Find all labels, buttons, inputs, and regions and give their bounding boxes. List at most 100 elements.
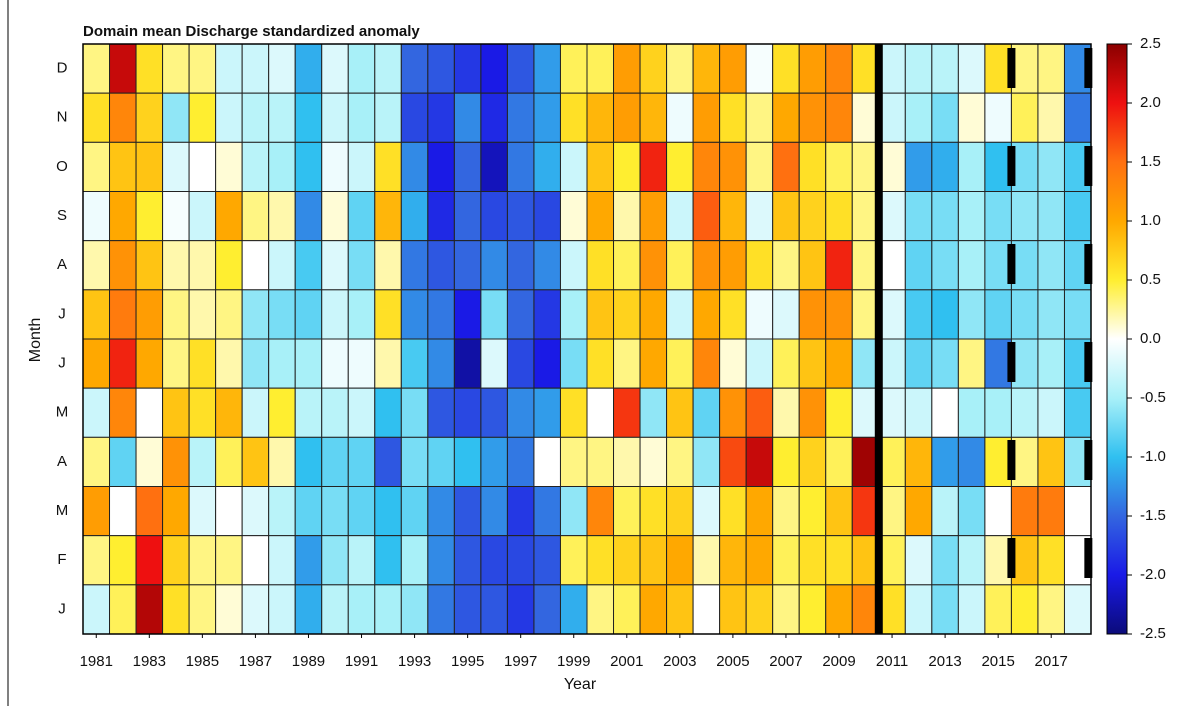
heat-cell — [162, 486, 190, 537]
heat-cell — [321, 92, 349, 143]
heat-cell — [480, 191, 508, 242]
heat-cell — [241, 338, 270, 389]
heat-cell — [347, 240, 376, 291]
heat-cell — [878, 584, 906, 635]
heat-cell — [268, 289, 296, 340]
heat-cell — [666, 387, 694, 438]
heat-cell — [162, 387, 190, 438]
heat-cell — [745, 535, 774, 586]
heat-cell — [506, 436, 535, 488]
heat-cell — [480, 436, 508, 488]
heat-cell — [506, 289, 535, 340]
heat-cell — [135, 141, 164, 192]
heat-cell — [719, 191, 747, 242]
heat-cell — [586, 240, 615, 291]
heat-cell — [321, 43, 349, 94]
heat-cell — [533, 92, 561, 143]
heat-cell — [957, 92, 986, 143]
heat-cell — [268, 387, 296, 438]
heat-cell — [772, 240, 800, 291]
heat-cell — [135, 289, 164, 340]
heat-cell — [613, 486, 641, 537]
heat-cell — [135, 43, 164, 94]
heat-cell — [427, 338, 455, 389]
heat-cell — [109, 141, 137, 192]
heat-cell — [480, 584, 508, 635]
heat-cell — [798, 92, 827, 143]
heat-cell — [666, 240, 694, 291]
heat-cell — [745, 92, 774, 143]
heat-cell — [109, 240, 137, 291]
heat-cell — [347, 486, 376, 537]
heat-cell — [957, 43, 986, 94]
heat-cell — [931, 191, 959, 242]
heat-cell — [559, 289, 588, 340]
heat-cell — [904, 240, 933, 291]
heat-cell — [215, 535, 243, 586]
heat-cell — [639, 92, 668, 143]
chart-title: Domain mean Discharge standardized anoma… — [83, 23, 420, 40]
heat-cell — [480, 43, 508, 94]
heat-cell — [825, 191, 853, 242]
heat-cell — [666, 486, 694, 537]
heat-cell — [109, 92, 137, 143]
heat-cell — [692, 191, 721, 242]
heat-cell — [347, 92, 376, 143]
heat-cell — [347, 289, 376, 340]
y-tick-label: M — [56, 404, 69, 421]
heat-cell — [904, 289, 933, 340]
heat-cell — [1037, 535, 1065, 586]
heat-cell — [719, 141, 747, 192]
colorbar-tick-label: -2.0 — [1140, 566, 1166, 583]
heat-cell — [215, 191, 243, 242]
heat-cell — [904, 191, 933, 242]
heat-cell — [480, 486, 508, 537]
heat-cell — [135, 436, 164, 488]
heat-cell — [188, 338, 217, 389]
heat-cell — [374, 436, 402, 488]
heat-cell — [1037, 92, 1065, 143]
heat-cell — [957, 486, 986, 537]
heat-cell — [188, 387, 217, 438]
heat-cell — [745, 387, 774, 438]
heat-cell — [294, 289, 323, 340]
heat-cell — [533, 535, 561, 586]
heat-cell — [559, 43, 588, 94]
heat-cell — [374, 240, 402, 291]
heat-cell — [400, 141, 429, 192]
heat-cell — [506, 141, 535, 192]
heat-cell — [109, 584, 137, 635]
heat-cell — [400, 584, 429, 635]
heat-cell — [851, 436, 880, 488]
heat-cell — [82, 486, 111, 537]
heat-cell — [586, 584, 615, 635]
heat-cell — [506, 584, 535, 635]
heat-cell — [613, 92, 641, 143]
heat-cell — [506, 240, 535, 291]
heat-cell — [453, 240, 482, 291]
heat-cell — [719, 338, 747, 389]
heat-cell — [798, 584, 827, 635]
heat-cell — [453, 535, 482, 586]
x-tick-label: 2005 — [716, 653, 749, 670]
heat-cell — [215, 584, 243, 635]
y-tick-label: J — [58, 600, 66, 617]
heat-cell — [984, 141, 1012, 192]
heat-cell — [347, 191, 376, 242]
heat-cell — [188, 191, 217, 242]
heat-cell — [613, 584, 641, 635]
heat-cell — [268, 584, 296, 635]
colorbar-tick-label: 0.5 — [1140, 271, 1161, 288]
heat-cell — [294, 338, 323, 389]
heat-cell — [427, 486, 455, 537]
heat-cell — [639, 141, 668, 192]
heat-cell — [241, 240, 270, 291]
heat-cell — [851, 535, 880, 586]
heat-cell — [453, 338, 482, 389]
heat-cell — [798, 535, 827, 586]
y-tick-label: S — [57, 207, 67, 224]
heat-cell — [294, 43, 323, 94]
heat-cell — [162, 141, 190, 192]
heat-cell — [215, 289, 243, 340]
heat-cell — [984, 436, 1012, 488]
